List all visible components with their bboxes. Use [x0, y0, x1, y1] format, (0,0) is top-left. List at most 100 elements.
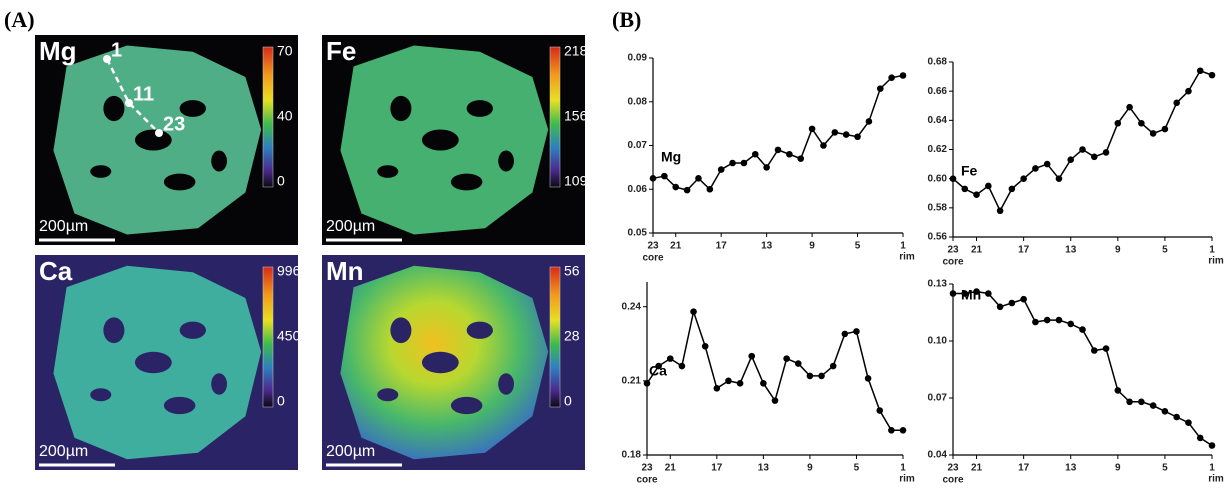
x-start-label: core: [642, 253, 664, 264]
data-point: [899, 72, 907, 79]
data-point: [690, 308, 697, 315]
grain-hole: [421, 129, 459, 151]
data-point: [783, 355, 790, 362]
x-tick-label: 23: [641, 463, 653, 474]
x-tick-label: 13: [758, 463, 770, 474]
data-point: [771, 397, 779, 404]
x-tick-label: 21: [971, 463, 983, 474]
grain-hole: [498, 150, 514, 172]
panel-label: (B): [612, 7, 641, 32]
data-point: [1090, 153, 1098, 161]
data-point: [1196, 67, 1204, 75]
grain-hole: [163, 396, 196, 415]
data-point: [864, 375, 872, 382]
y-tick-label: 0.07: [928, 393, 948, 404]
y-tick-label: 0.08: [628, 96, 648, 107]
data-point: [1008, 299, 1016, 307]
grain-hole: [103, 317, 125, 344]
data-point: [985, 290, 992, 297]
data-point: [643, 380, 651, 387]
grain-hole: [211, 150, 227, 172]
data-point: [949, 175, 957, 182]
grain-hole: [390, 95, 412, 122]
data-point: [751, 150, 759, 158]
data-point: [876, 85, 884, 92]
x-tick-label: 13: [1065, 463, 1077, 474]
scale-label: 200µm: [39, 443, 88, 460]
data-point: [763, 164, 770, 171]
x-end-label: rim: [899, 252, 915, 263]
grain-hole: [498, 373, 514, 395]
map-label: Ca: [39, 256, 73, 286]
y-tick-label: 0.64: [928, 115, 948, 126]
data-point: [808, 125, 816, 133]
data-point: [717, 166, 725, 173]
colorbar-label: 40: [277, 108, 293, 124]
data-point: [854, 133, 861, 141]
y-tick-label: 0.62: [928, 144, 948, 155]
y-tick-label: 0.21: [622, 375, 642, 386]
data-point: [1173, 413, 1180, 421]
colorbar: [262, 266, 274, 408]
profile-label: 23: [163, 113, 185, 135]
data-point: [865, 118, 873, 125]
map-label: Mn: [326, 256, 364, 286]
data-point: [1185, 87, 1192, 95]
y-tick-label: 0.56: [928, 232, 948, 243]
data-point: [1126, 398, 1133, 406]
profile-label: 11: [133, 83, 154, 105]
data-point: [748, 352, 756, 360]
x-end-label: rim: [899, 474, 915, 485]
x-tick-label: 21: [971, 245, 983, 256]
data-point: [853, 328, 860, 335]
data-point: [1161, 125, 1169, 133]
data-point: [1126, 103, 1133, 111]
x-tick-label: 1: [1209, 245, 1215, 256]
y-tick-label: 0.04: [928, 450, 948, 461]
data-point: [1102, 149, 1110, 156]
y-tick-label: 0.68: [928, 57, 948, 68]
data-point: [888, 426, 895, 434]
data-point: [740, 159, 748, 167]
data-point: [794, 360, 802, 367]
y-tick-label: 0.58: [928, 202, 948, 213]
data-point: [961, 185, 969, 193]
panel-label: (A): [4, 7, 35, 32]
data-point: [1043, 316, 1051, 324]
data-point: [1055, 316, 1063, 324]
grain-hole: [211, 373, 227, 395]
x-tick-label: 5: [854, 463, 860, 474]
colorbar-label: 996: [277, 263, 301, 279]
x-tick-label: 1: [1209, 463, 1215, 474]
data-point: [683, 186, 691, 194]
data-point: [736, 380, 744, 387]
x-tick-label: 23: [647, 241, 659, 252]
profile-point: [155, 129, 163, 137]
data-point: [729, 159, 736, 167]
x-tick-label: 5: [1162, 245, 1168, 256]
x-tick-label: 17: [1018, 245, 1030, 256]
y-tick-label: 0.24: [622, 301, 642, 312]
grain-hole: [134, 351, 172, 374]
data-point: [713, 384, 721, 392]
series-annotation: Mg: [661, 149, 681, 165]
y-tick-label: 0.60: [928, 173, 948, 184]
x-tick-label: 17: [711, 463, 723, 474]
data-point: [1020, 295, 1027, 303]
data-point: [786, 150, 793, 158]
data-point: [1090, 347, 1098, 354]
grain-hole: [377, 388, 399, 402]
data-point: [961, 290, 969, 297]
grain-hole: [179, 321, 206, 339]
data-point: [701, 342, 709, 350]
profile-point: [125, 99, 133, 107]
data-point: [1079, 146, 1086, 153]
x-start-label: core: [942, 257, 964, 268]
y-tick-label: 0.66: [928, 86, 948, 97]
profile-point: [103, 55, 111, 63]
data-point: [1208, 442, 1216, 449]
grain-hole: [179, 100, 206, 117]
x-tick-label: 17: [1018, 463, 1030, 474]
data-point: [1149, 402, 1157, 409]
